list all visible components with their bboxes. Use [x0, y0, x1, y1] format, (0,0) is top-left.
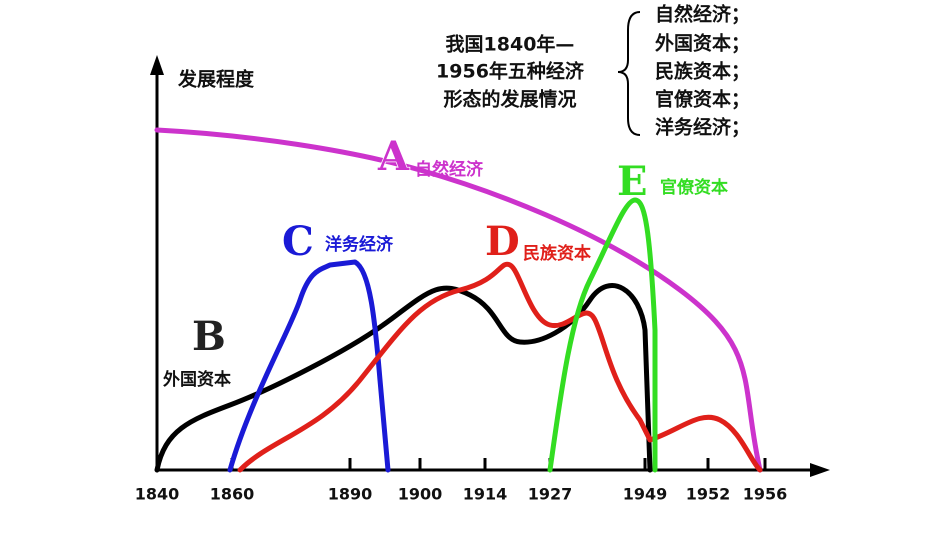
list-item: 民族资本； [655, 60, 750, 83]
y-arrow [150, 55, 164, 75]
x-label: 1949 [623, 485, 668, 504]
curve-d [237, 261, 763, 473]
y-label: 发展程度 [177, 68, 255, 91]
list-item: 外国资本； [655, 32, 750, 55]
curve-e [547, 197, 658, 473]
curve-letter: A [377, 133, 410, 180]
curve-letter: B [192, 313, 226, 360]
x-label: 1956 [743, 485, 788, 504]
x-label: 1890 [328, 485, 373, 504]
list-item: 洋务经济； [655, 116, 750, 139]
x-arrow [810, 463, 830, 477]
brace [617, 11, 641, 136]
curve-label: 自然经济 [415, 159, 484, 180]
x-label: 1927 [528, 485, 573, 504]
curve-letter: C [282, 218, 314, 265]
curve-a [154, 127, 763, 473]
x-label: 1952 [686, 485, 731, 504]
curve-label: 洋务经济 [325, 234, 394, 255]
list-item: 官僚资本； [655, 88, 750, 111]
x-label: 1860 [210, 485, 255, 504]
title-line: 1956年五种经济 [436, 60, 585, 83]
title-line: 形态的发展情况 [443, 88, 576, 111]
list-item: 自然经济； [655, 3, 750, 26]
curve-b [154, 283, 653, 473]
x-label: 1914 [463, 485, 508, 504]
curve-label: 外国资本 [163, 369, 231, 390]
title-line: 我国1840年— [446, 33, 575, 56]
curve-c [227, 259, 391, 473]
curve-label: 官僚资本 [660, 177, 728, 198]
curve-letter: D [485, 218, 520, 265]
curve-letter: E [617, 158, 648, 205]
x-label: 1900 [398, 485, 443, 504]
curve-label: 民族资本 [523, 243, 591, 264]
x-label: 1840 [135, 485, 180, 504]
